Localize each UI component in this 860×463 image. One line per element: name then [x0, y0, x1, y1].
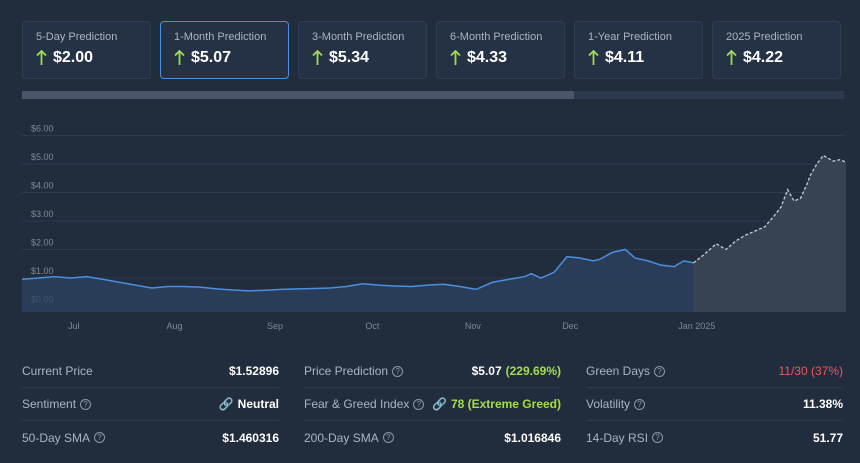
card-label: 6-Month Prediction [450, 31, 543, 43]
stat-value: $1.52896 [228, 364, 279, 378]
chart-range-scrollbar[interactable] [22, 91, 844, 99]
card-label: 1-Month Prediction [174, 31, 267, 43]
stat-label: Volatility [586, 397, 631, 411]
y-tick-label: $4.00 [31, 181, 54, 191]
card-value: $5.34 [329, 49, 370, 66]
stat-row-volatility: Volatility? 11.38% [586, 388, 843, 421]
stat-value: 51.77 [812, 430, 843, 445]
stat-value: Neutral [237, 397, 279, 411]
card-value: $4.33 [467, 49, 508, 66]
help-icon[interactable]: ? [413, 398, 425, 410]
y-tick-label: $2.00 [31, 238, 54, 248]
x-tick-label: Oct [365, 321, 380, 331]
y-tick-label: $3.00 [31, 209, 54, 219]
card-value: $5.07 [191, 49, 232, 66]
stat-value: 11/30 (37%) [778, 364, 843, 378]
arrow-up-icon [450, 50, 461, 66]
x-tick-label: Dec [562, 321, 579, 331]
y-tick-label: $5.00 [31, 152, 54, 162]
stat-row-200-day-sma: 200-Day SMA? $1.016846 [304, 421, 561, 454]
stats-column-1: Current Price $1.52896 Sentiment? 🔗 Neutr… [22, 355, 279, 454]
help-icon[interactable]: ? [80, 398, 92, 410]
card-value: $2.00 [53, 49, 94, 66]
link-icon[interactable]: 🔗 [218, 397, 234, 411]
stat-row-50-day-sma: 50-Day SMA? $1.460316 [22, 421, 279, 454]
stat-label: Current Price [22, 364, 93, 378]
x-tick-label: Aug [166, 321, 182, 331]
x-tick-label: Sep [267, 321, 283, 331]
stats-column-3: Green Days? 11/30 (37%) Volatility? 11.3… [586, 355, 843, 454]
card-label: 2025 Prediction [726, 31, 803, 43]
prediction-card-6-month[interactable]: 6-Month Prediction $4.33 [436, 21, 565, 79]
prediction-card-1-month[interactable]: 1-Month Prediction $5.07 [160, 21, 289, 79]
prediction-area [693, 155, 846, 312]
stat-row-sentiment: Sentiment? 🔗 Neutral [22, 388, 279, 421]
help-icon[interactable]: ? [652, 432, 664, 443]
stat-label: 200-Day SMA [304, 430, 379, 445]
scrollbar-thumb[interactable] [22, 91, 574, 99]
prediction-cards: 5-Day Prediction $2.00 1-Month Predictio… [22, 21, 841, 79]
help-icon[interactable]: ? [382, 432, 394, 443]
price-chart: $0.00$1.00$2.00$3.00$4.00$5.00$6.00JulAu… [21, 125, 847, 331]
x-tick-label: Jan 2025 [678, 321, 715, 331]
stat-value: $5.07 [471, 364, 502, 378]
stat-label: 50-Day SMA [22, 430, 91, 445]
stats-column-2: Price Prediction? $5.07 (229.69%) Fear & … [304, 355, 561, 454]
stat-row-fear-greed: Fear & Greed Index? 🔗 78 (Extreme Greed) [304, 388, 561, 421]
stat-row-current-price: Current Price $1.52896 [22, 355, 279, 388]
stat-label: Sentiment [22, 397, 77, 411]
card-label: 5-Day Prediction [36, 31, 118, 43]
arrow-up-icon [174, 50, 185, 66]
stat-value: $1.460316 [222, 430, 279, 445]
prediction-card-2025[interactable]: 2025 Prediction $4.22 [712, 21, 841, 79]
help-icon[interactable]: ? [94, 432, 106, 443]
stats-panel: Current Price $1.52896 Sentiment? 🔗 Neutr… [22, 355, 843, 454]
arrow-up-icon [36, 50, 47, 66]
card-value: $4.11 [605, 49, 645, 66]
arrow-up-icon [726, 50, 737, 66]
stat-row-green-days: Green Days? 11/30 (37%) [586, 355, 843, 388]
arrow-up-icon [312, 50, 323, 66]
x-tick-label: Jul [68, 321, 80, 331]
stat-row-14-day-rsi: 14-Day RSI? 51.77 [586, 421, 843, 454]
help-icon[interactable]: ? [392, 365, 404, 377]
stat-label: Green Days [586, 364, 651, 378]
stat-value: 78 (Extreme Greed) [450, 397, 561, 411]
arrow-up-icon [588, 50, 599, 66]
prediction-card-5-day[interactable]: 5-Day Prediction $2.00 [22, 21, 151, 79]
stat-label: 14-Day RSI [586, 430, 649, 445]
stat-label: Fear & Greed Index [304, 397, 410, 411]
stat-value: 11.38% [802, 397, 843, 411]
x-tick-label: Nov [465, 321, 482, 331]
price-area [22, 249, 694, 312]
y-tick-label: $6.00 [31, 125, 54, 134]
stat-value: $1.016846 [504, 430, 561, 445]
price-line [21, 248, 694, 292]
help-icon[interactable]: ? [634, 398, 646, 410]
prediction-card-1-year[interactable]: 1-Year Prediction $4.11 [574, 21, 703, 79]
stat-row-price-prediction: Price Prediction? $5.07 (229.69%) [304, 355, 561, 388]
card-value: $4.22 [743, 49, 784, 66]
y-tick-label: $1.00 [31, 266, 54, 276]
prediction-line [693, 154, 847, 264]
prediction-card-3-month[interactable]: 3-Month Prediction $5.34 [298, 21, 427, 79]
stat-change: (229.69%) [505, 364, 561, 378]
help-icon[interactable]: ? [654, 365, 666, 377]
card-label: 1-Year Prediction [588, 31, 672, 43]
card-label: 3-Month Prediction [312, 31, 405, 43]
link-icon[interactable]: 🔗 [431, 397, 447, 411]
stat-label: Price Prediction [304, 364, 389, 378]
